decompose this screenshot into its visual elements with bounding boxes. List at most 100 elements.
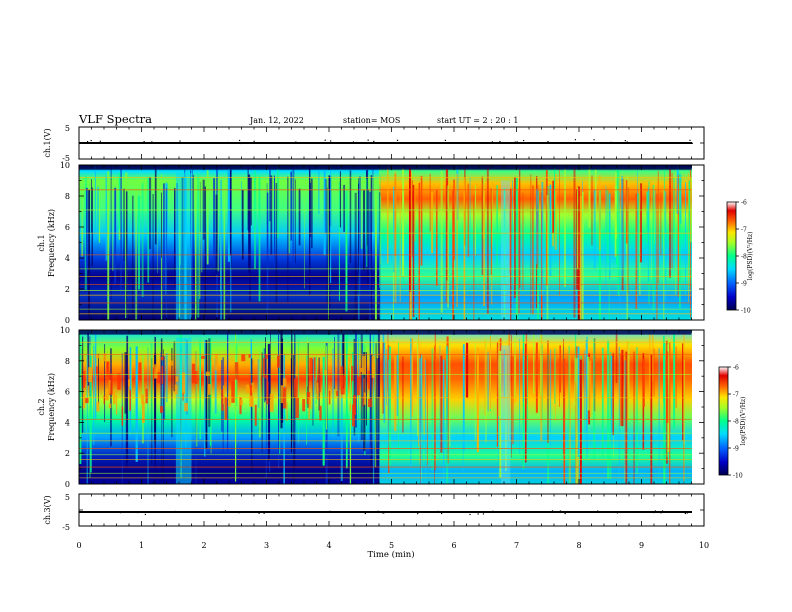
spectral-streak xyxy=(145,388,148,404)
spectral-streak xyxy=(677,175,679,297)
colorbar-tick-label: -8 xyxy=(741,254,747,261)
spectral-streak xyxy=(108,373,113,395)
spectral-streak xyxy=(582,191,584,320)
spectral-streak xyxy=(292,167,295,268)
spectral-streak xyxy=(318,166,320,214)
spectral-streak xyxy=(418,182,420,320)
spectral-streak xyxy=(352,404,355,427)
spectral-streak xyxy=(208,338,211,427)
voltage-speck xyxy=(143,141,145,143)
spectral-streak xyxy=(120,167,122,296)
spectral-streak xyxy=(637,170,638,308)
spectral-streak xyxy=(609,192,611,279)
spectral-streak xyxy=(366,352,367,426)
spectral-streak xyxy=(103,395,105,405)
spectral-streak xyxy=(447,185,449,308)
ch3-ytick-top: 5 xyxy=(65,493,70,502)
spectral-streak xyxy=(541,181,544,296)
spectral-streak xyxy=(673,178,675,261)
spectral-streak xyxy=(351,365,354,381)
ch3-voltage-ticks xyxy=(78,493,705,527)
spectral-streak xyxy=(221,389,224,411)
spectral-streak xyxy=(282,378,287,387)
voltage-speck xyxy=(610,141,612,144)
spectral-streak xyxy=(108,380,111,394)
spectral-streak xyxy=(663,188,665,320)
voltage-speck xyxy=(482,513,485,515)
voltage-speck xyxy=(258,512,260,514)
spectral-streak xyxy=(108,403,112,409)
ch1-spec-ylabel-channel: ch.1 xyxy=(37,234,46,251)
voltage-speck xyxy=(330,140,332,142)
spectral-streak xyxy=(340,375,345,395)
spectral-streak xyxy=(394,354,397,432)
spectral-streak xyxy=(579,195,582,320)
spectral-streak xyxy=(220,179,222,320)
ch1-colorbar: -6 -7 -8 -9 -10 log(PSD)(V²/Hz) xyxy=(726,200,754,315)
spectral-streak xyxy=(369,191,372,320)
spectral-streak xyxy=(206,170,209,265)
spectral-streak xyxy=(224,396,228,420)
spectral-streak xyxy=(491,180,493,305)
spectral-streak xyxy=(606,189,609,263)
ch1-ytick-bottom: -5 xyxy=(62,154,70,163)
spectral-streak xyxy=(129,389,132,411)
voltage-speck xyxy=(686,512,688,514)
spectral-streak xyxy=(498,352,499,482)
voltage-speck xyxy=(491,141,493,143)
colorbar-tick-label: -7 xyxy=(741,227,747,234)
spectral-streak xyxy=(593,338,596,460)
spectral-streak xyxy=(328,176,332,227)
spectral-streak xyxy=(223,385,225,405)
spectral-streak xyxy=(124,352,127,414)
spectral-streak xyxy=(349,351,352,484)
voltage-speck xyxy=(660,512,662,514)
spectral-streak xyxy=(382,342,384,414)
spectral-streak xyxy=(654,180,655,244)
spectral-streak xyxy=(500,180,511,320)
spectral-streak xyxy=(160,406,164,413)
x-axis-label: Time (min) xyxy=(367,549,414,560)
spectral-streak xyxy=(93,346,95,445)
spectral-streak xyxy=(123,188,125,261)
x-tick-label: 7 xyxy=(514,541,519,550)
emission-band xyxy=(79,165,692,170)
spectral-streak xyxy=(621,349,624,427)
spectral-streak xyxy=(194,371,198,385)
spectral-streak xyxy=(563,358,566,484)
spectral-streak xyxy=(525,330,528,405)
spectral-streak xyxy=(601,347,604,457)
spectral-streak xyxy=(552,180,555,234)
spectral-streak xyxy=(425,360,426,484)
spectral-streak xyxy=(278,359,281,454)
voltage-speck xyxy=(263,512,265,514)
spectral-streak xyxy=(660,192,662,255)
spectral-streak xyxy=(411,180,413,257)
voltage-speck xyxy=(477,513,479,515)
spectral-streak xyxy=(159,356,161,364)
spectral-streak xyxy=(568,345,570,484)
voltage-speck xyxy=(602,511,604,513)
spectral-streak xyxy=(393,186,395,273)
spectral-streak xyxy=(270,175,273,255)
spectral-streak xyxy=(161,358,164,425)
spectral-streak xyxy=(648,181,650,305)
spectral-streak xyxy=(372,166,374,232)
spectral-streak xyxy=(514,177,516,298)
voltage-speck xyxy=(499,140,501,143)
ch3-voltage-panel: 5 -5 ch.3(V) xyxy=(43,493,705,532)
spectral-streak xyxy=(368,371,371,390)
spectral-streak xyxy=(157,372,161,384)
spectral-streak xyxy=(152,367,156,379)
ch2-colorbar-label: log(PSD)(V²/Hz) xyxy=(740,397,747,446)
ch2-spectrogram-late xyxy=(379,330,692,484)
spectral-streak xyxy=(467,183,470,257)
frequency-tick-label: 0 xyxy=(65,480,70,489)
spectral-streak xyxy=(675,346,677,408)
spectral-streak xyxy=(142,402,145,424)
spectral-streak xyxy=(338,181,340,301)
spectral-streak xyxy=(228,169,232,256)
frequency-tick-label: 8 xyxy=(65,192,70,201)
spectral-streak xyxy=(577,187,579,269)
colorbar-tick-label: -6 xyxy=(741,200,747,207)
